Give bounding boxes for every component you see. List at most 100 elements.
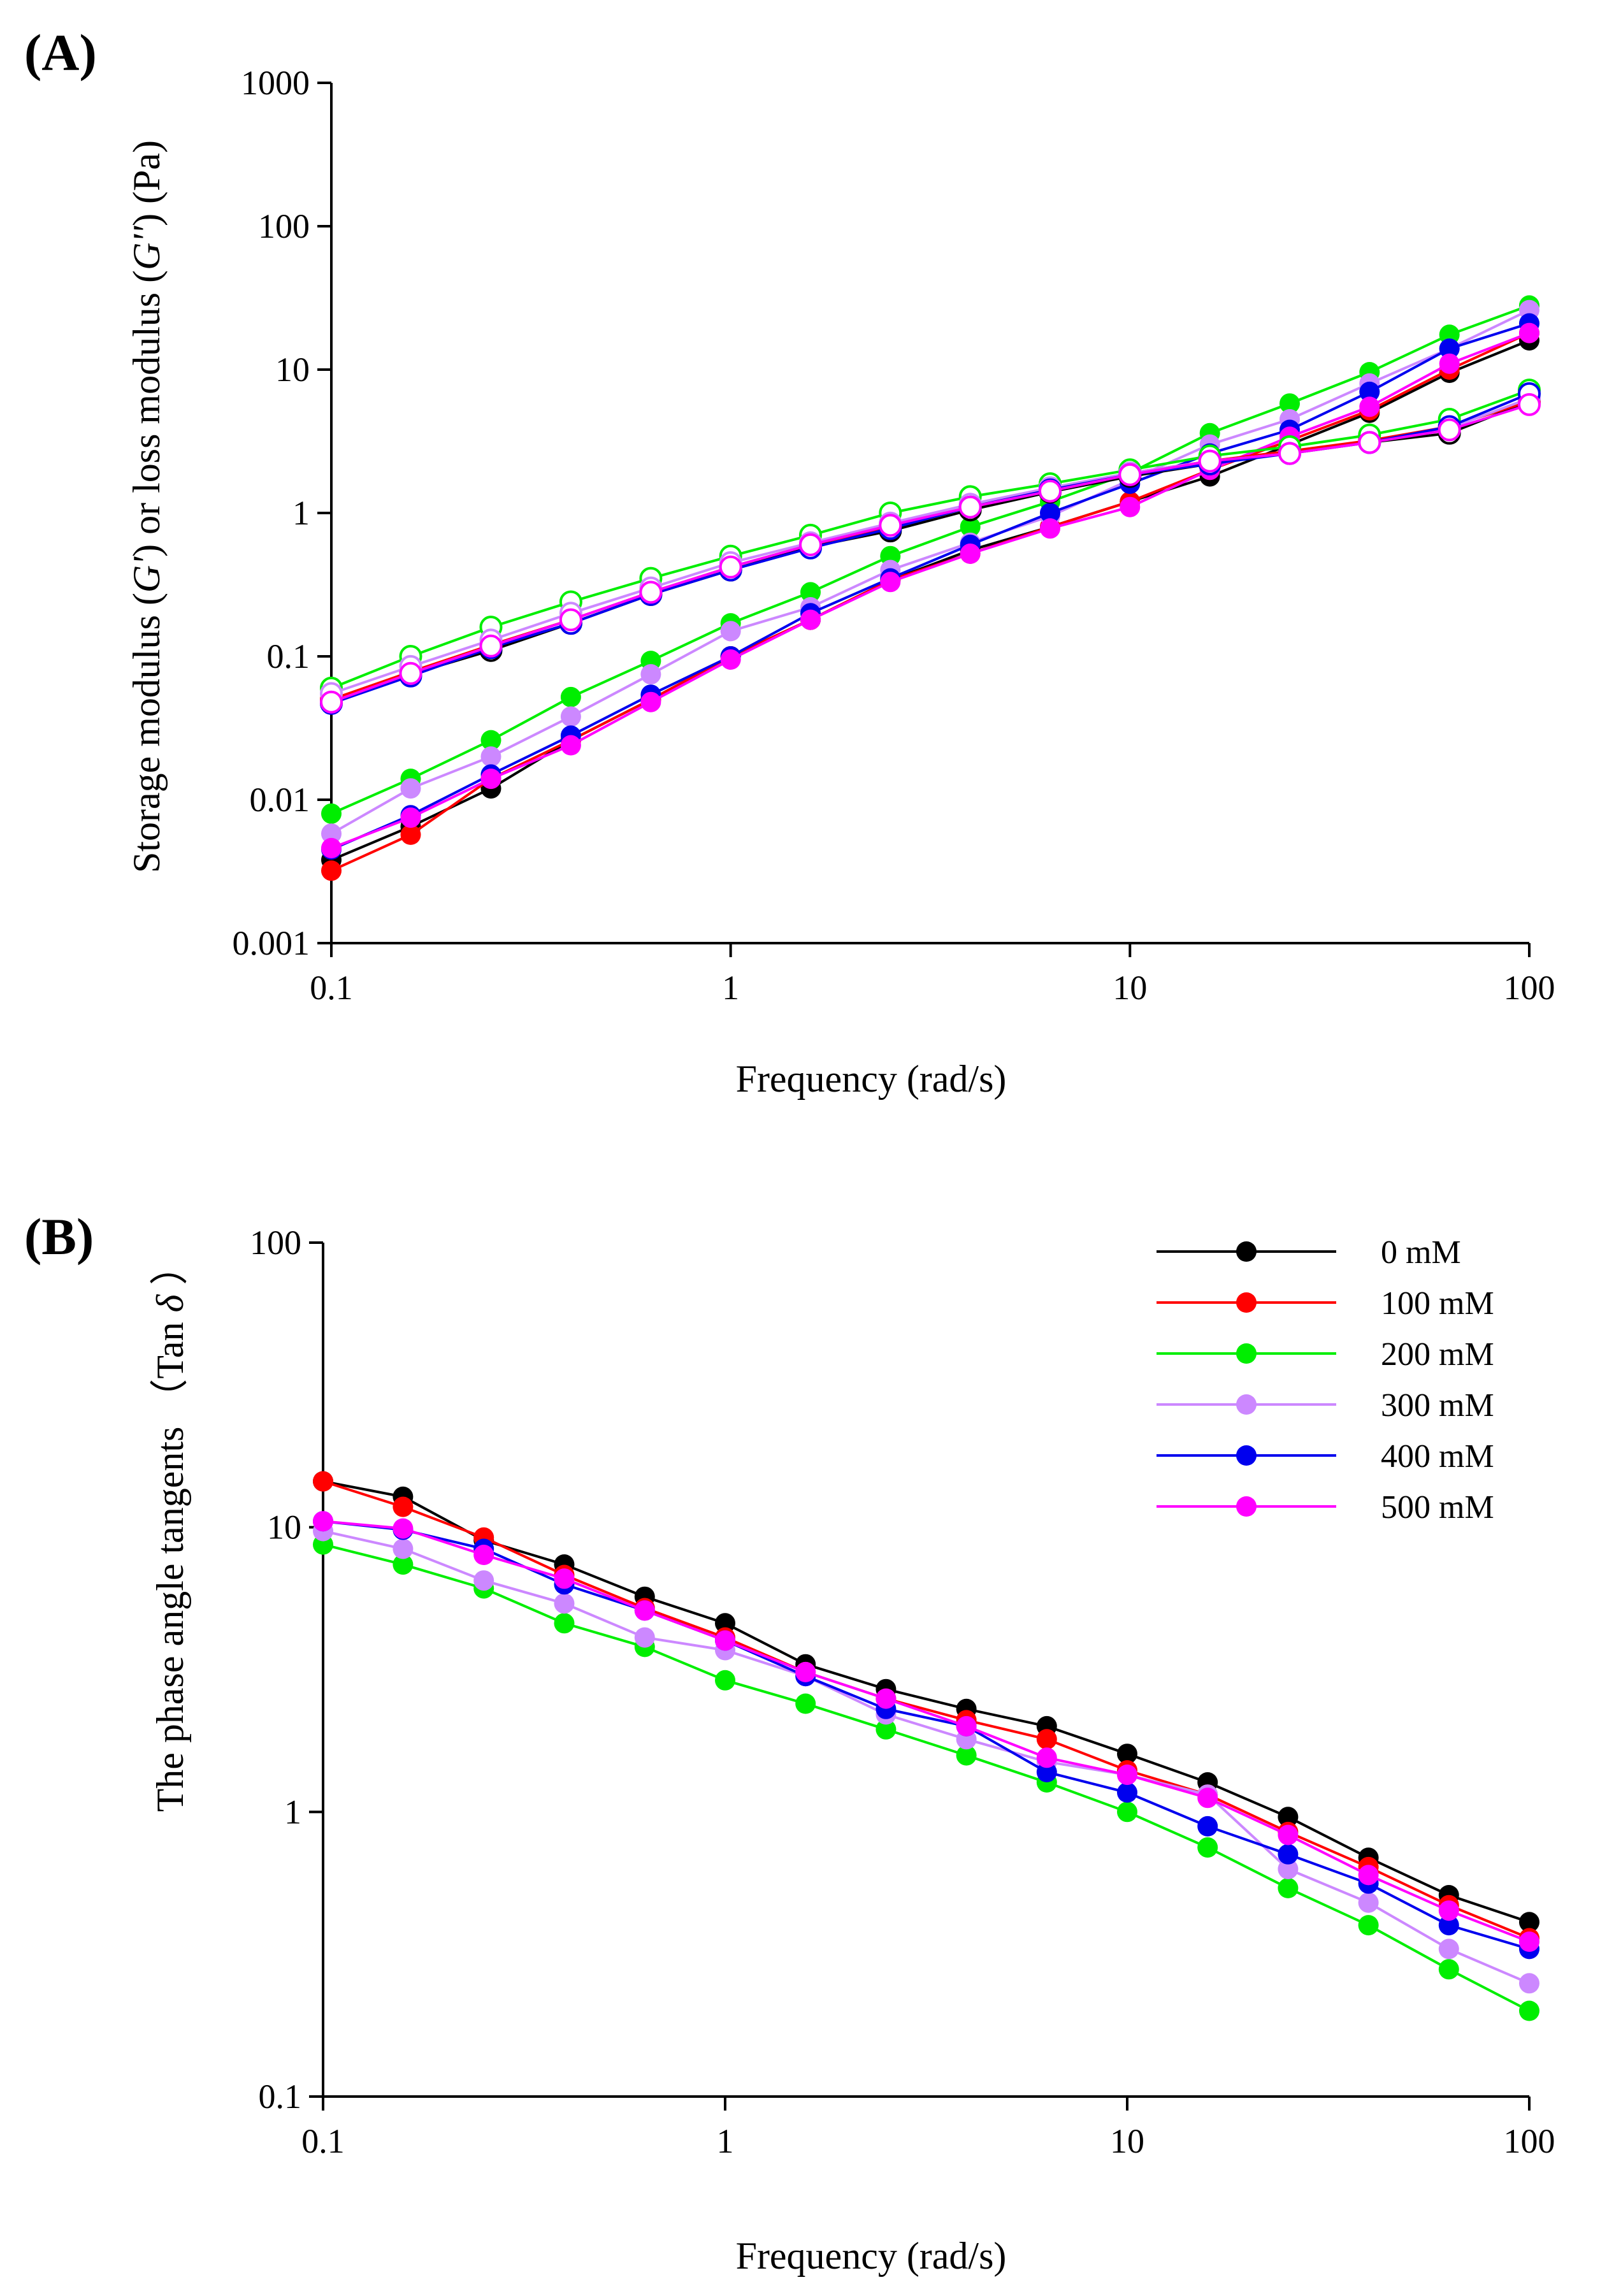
series-line-500-mm-g <box>331 403 1530 704</box>
data-point-300-mm <box>1358 1892 1379 1913</box>
y-tick-label: 0.001 <box>233 924 310 962</box>
data-point-200-mm-g <box>960 516 981 537</box>
data-point-500-mm-g <box>1518 393 1541 416</box>
data-point-500-mm-g <box>960 543 981 564</box>
series-line-500-mm <box>322 1520 1530 1943</box>
data-point-500-mm-g <box>1438 418 1461 442</box>
x-tick-label: 0.1 <box>301 2122 345 2160</box>
axes-b: 0.1 1 10 100 0.1 1 10 100 <box>250 1224 1555 2160</box>
y-tick-label: 0.01 <box>250 781 310 819</box>
y-tick-label: 100 <box>258 207 310 245</box>
legend-item-100-mm: 100 mM <box>1157 1285 1494 1322</box>
data-point-500-mm-g <box>1198 449 1222 473</box>
data-point-500-mm-g <box>320 690 343 714</box>
data-point-100-mm <box>393 1496 414 1517</box>
data-point-100-mm-g <box>400 824 421 845</box>
x-tick-label: 1 <box>717 2122 734 2160</box>
y-tick-label: 1 <box>284 1793 301 1831</box>
panel-label-b: (B) <box>24 1208 94 1266</box>
chart-a: (A) Storage modulus (G') or loss modulus… <box>24 24 1555 1100</box>
data-point-500-mm <box>393 1518 414 1539</box>
data-point-200-mm-g <box>560 686 581 707</box>
data-point-500-mm-g <box>400 807 421 828</box>
data-point-400-mm <box>1438 1915 1459 1936</box>
data-point-300-mm <box>1438 1939 1459 1960</box>
x-tick-label: 10 <box>1110 2122 1144 2160</box>
plot-area-b <box>313 1471 1539 2021</box>
data-point-500-mm <box>313 1511 333 1532</box>
legend-label: 300 mM <box>1381 1387 1494 1424</box>
series-400-mm <box>313 1511 1539 1960</box>
legend-swatch-marker <box>1236 1292 1257 1313</box>
legend-label: 400 mM <box>1381 1438 1494 1475</box>
legend-label: 0 mM <box>1381 1234 1461 1271</box>
y-tick-label: 10 <box>275 350 310 389</box>
axes-a: 0.001 0.01 0.1 1 10 100 1000 0.1 1 10 100 <box>233 64 1555 1007</box>
data-point-500-mm-g <box>1358 431 1381 454</box>
data-point-400-mm <box>1036 1761 1057 1782</box>
series-200-mm <box>313 1534 1539 2021</box>
data-point-0-mm <box>1278 1807 1299 1828</box>
data-point-300-mm-g <box>400 778 421 799</box>
y-title-a-part-2: G' <box>126 556 168 593</box>
data-point-300-mm <box>554 1593 575 1614</box>
series-line-300-mm <box>322 1529 1530 1985</box>
data-point-500-mm-g <box>1278 442 1301 465</box>
data-point-300-mm-g <box>480 746 501 767</box>
data-point-500-mm <box>1358 1865 1379 1886</box>
y-tick-label: 1000 <box>241 64 310 102</box>
data-point-200-mm <box>795 1693 816 1714</box>
y-tick-label: 1 <box>292 494 310 532</box>
series-0-mm <box>313 1471 1539 1933</box>
data-point-500-mm-g <box>479 634 503 658</box>
data-point-500-mm <box>1197 1787 1218 1809</box>
data-point-100-mm-g <box>321 860 342 881</box>
data-point-300-mm <box>634 1627 655 1648</box>
series-line-0-mm-g <box>331 339 1530 862</box>
data-point-100-mm <box>313 1471 333 1492</box>
legend-swatch-marker <box>1236 1394 1257 1415</box>
data-point-300-mm-g <box>720 621 741 642</box>
data-point-200-mm <box>876 1719 897 1740</box>
x-axis-title-a: Frequency (rad/s) <box>736 1058 1007 1100</box>
data-point-500-mm-g <box>719 555 742 579</box>
y-title-b-part-3: ） <box>149 1247 191 1295</box>
data-point-500-mm-g <box>560 735 581 756</box>
data-point-500-mm <box>956 1715 977 1736</box>
data-point-300-mm <box>1278 1859 1299 1879</box>
data-point-0-mm <box>1519 1912 1539 1933</box>
y-title-a-part-1: Storage modulus ( <box>126 593 168 873</box>
data-point-500-mm <box>473 1545 494 1565</box>
legend-swatch-marker <box>1236 1445 1257 1466</box>
series-line-200-mm-g <box>331 304 1530 815</box>
series-line-400-mm-g <box>331 392 1530 705</box>
data-point-300-mm <box>473 1570 494 1591</box>
x-tick-label: 100 <box>1504 969 1555 1007</box>
data-point-500-mm-g <box>480 769 501 790</box>
data-point-500-mm <box>1438 1900 1459 1921</box>
series-line-0-mm <box>322 1480 1530 1924</box>
data-point-300-mm <box>1519 1973 1539 1994</box>
data-point-500-mm <box>634 1600 655 1621</box>
legend-label: 100 mM <box>1381 1285 1494 1322</box>
data-point-200-mm-g <box>480 730 501 751</box>
series-100-mm <box>313 1471 1539 1949</box>
data-point-500-mm-g <box>800 609 821 630</box>
series-line-200-mm <box>322 1543 1530 2012</box>
data-point-200-mm-g <box>1279 393 1300 414</box>
data-point-0-mm <box>715 1613 735 1634</box>
data-point-500-mm <box>876 1688 897 1709</box>
data-point-500-mm-g <box>321 837 342 858</box>
series-300-mm-g <box>321 300 1539 844</box>
data-point-200-mm <box>1197 1837 1218 1858</box>
data-point-200-mm <box>1438 1959 1459 1980</box>
series-0-mm-g <box>320 389 1541 714</box>
series-500-mm-g <box>321 322 1539 858</box>
data-point-400-mm-g <box>1439 338 1460 359</box>
plot-area-a <box>320 295 1541 881</box>
data-point-500-mm <box>554 1568 575 1589</box>
series-300-mm-g <box>320 387 1541 705</box>
data-point-0-mm <box>1117 1744 1137 1765</box>
legend-label: 500 mM <box>1381 1489 1494 1526</box>
data-point-200-mm <box>393 1554 414 1575</box>
